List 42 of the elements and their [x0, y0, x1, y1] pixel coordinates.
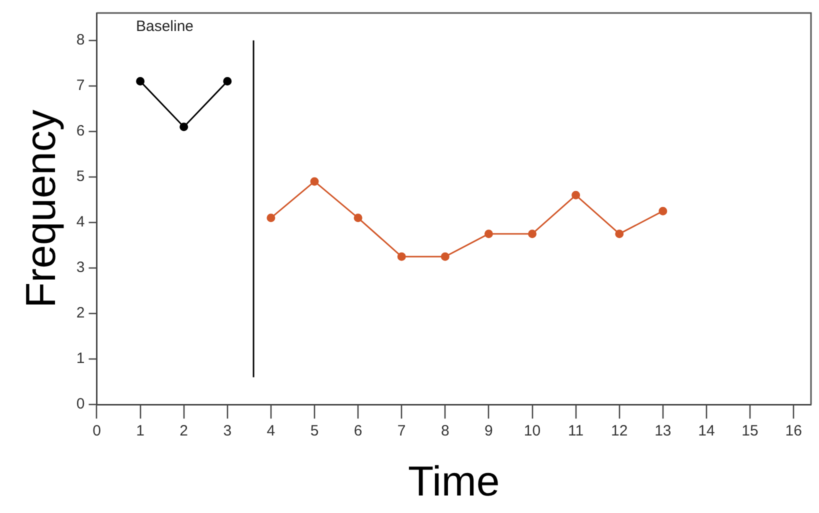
- y-tick-label: 1: [76, 350, 85, 368]
- x-tick-label: 7: [397, 422, 406, 440]
- y-tick-label: 5: [76, 168, 85, 186]
- point: [440, 252, 450, 261]
- x-tick-label: 4: [266, 422, 276, 440]
- x-tick-label: 14: [698, 422, 715, 440]
- point: [223, 77, 232, 86]
- x-tick-label: 12: [611, 422, 628, 440]
- y-axis-title: Frequency: [16, 110, 64, 308]
- x-tick-label: 16: [785, 422, 802, 440]
- point: [528, 230, 537, 238]
- x-tick-label: 3: [223, 422, 232, 440]
- y-tick-label: 4: [76, 214, 85, 231]
- x-axis-title: Time: [408, 457, 500, 504]
- x-tick-label: 9: [484, 422, 493, 440]
- y-tick-label: 2: [76, 304, 85, 322]
- point: [136, 77, 145, 86]
- point: [484, 230, 493, 238]
- x-tick-label: 11: [568, 422, 584, 440]
- point: [658, 206, 668, 216]
- x-tick-label: 6: [354, 422, 362, 440]
- y-tick-label: 6: [76, 122, 85, 140]
- point: [572, 190, 580, 200]
- x-tick-label: 1: [136, 422, 144, 440]
- y-tick-label: 0: [76, 396, 85, 413]
- point: [354, 214, 362, 222]
- point: [180, 122, 188, 132]
- x-tick-label: 0: [92, 422, 101, 440]
- point: [266, 214, 276, 222]
- y-tick-label: 3: [76, 259, 85, 276]
- x-tick-label: 13: [654, 422, 672, 440]
- y-tick-label: 7: [76, 76, 85, 94]
- point: [615, 230, 624, 238]
- annotation: Baseline: [136, 18, 194, 36]
- x-tick-label: 2: [180, 422, 188, 440]
- x-tick-label: 15: [742, 422, 758, 440]
- point: [310, 177, 319, 186]
- y-tick-label: 8: [76, 31, 85, 48]
- x-tick-label: 8: [440, 422, 450, 440]
- point: [397, 252, 406, 261]
- x-tick-label: 10: [524, 422, 541, 440]
- x-tick-label: 5: [310, 422, 319, 440]
